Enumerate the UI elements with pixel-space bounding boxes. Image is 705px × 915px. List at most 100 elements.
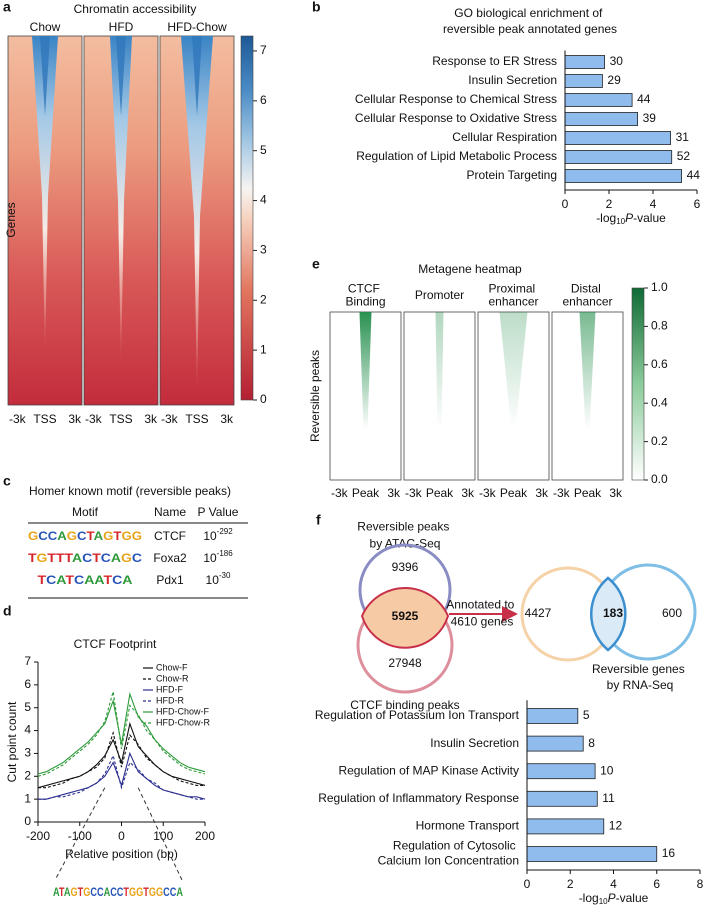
x-tick-label: 3k [387, 486, 401, 500]
signal-streak [359, 312, 372, 430]
accessibility-streak [110, 36, 132, 366]
x-tick-label: 100 [153, 829, 173, 843]
panel-letter: d [3, 603, 12, 619]
x-tick-label: 200 [195, 829, 215, 843]
category-label: Regulation of Lipid Metabolic Process [356, 149, 557, 163]
accessibility-core [116, 36, 126, 116]
legend-label: HFD-Chow-F [156, 706, 210, 716]
motif-name: Pdx1 [156, 573, 184, 587]
p-value: 10-292 [203, 527, 233, 543]
x-tick-label: -3k [9, 412, 27, 426]
colorbar-tick-label: 0.8 [651, 319, 668, 333]
motif-logo: TC ATC A ATC A [38, 573, 133, 587]
x-axis-label: -log10P-value [579, 891, 649, 906]
panel-letter: a [3, 0, 11, 15]
motif-name: Foxa2 [153, 551, 187, 565]
column-label: HFD-Chow [167, 20, 227, 34]
x-tick-label: 8 [697, 877, 704, 891]
category-label: Cellular Response to Oxidative Stress [355, 111, 557, 125]
colorbar-tick-label: 1 [260, 342, 267, 356]
x-tick-label: -3k [161, 412, 179, 426]
x-tick-label: -3k [331, 486, 349, 500]
count-label: 5 [583, 708, 590, 722]
arrow-label: Annotated to 4610 genes [446, 598, 517, 629]
venn-count: 600 [662, 606, 682, 620]
count-label: 8 [588, 736, 595, 750]
bar [526, 790, 598, 807]
colorbar-tick-label: 0.6 [651, 357, 668, 371]
x-tick-label: 6 [694, 197, 701, 211]
x-tick-label: 2 [567, 877, 574, 891]
x-tick-label: TSS [185, 412, 208, 426]
colorbar-tick-label: 5 [260, 143, 267, 157]
legend-label: HFD-F [156, 684, 183, 694]
bar [564, 150, 673, 164]
x-tick-label: 3k [609, 486, 623, 500]
colorbar [631, 287, 645, 481]
category-label: Cellular Respiration [452, 130, 557, 144]
x-axis-label: -log10P-value [596, 211, 666, 226]
panel-letter: b [312, 0, 321, 15]
y-axis-label: Cut point count [5, 701, 19, 782]
series-line [38, 730, 205, 789]
count-label: 44 [687, 168, 701, 182]
colorbar-tick-label: 2 [260, 292, 267, 306]
y-tick-label: 2 [24, 768, 31, 782]
x-tick-label: 0 [118, 829, 125, 843]
colorbar-tick-label: 7 [260, 43, 267, 57]
series-line [37, 721, 206, 789]
column-label: Promoter [415, 288, 464, 302]
category-label: Insulin Secretion [468, 73, 557, 87]
text-part: 10 [599, 897, 608, 906]
x-tick-label: 3k [220, 412, 234, 426]
panel-letter: f [316, 512, 321, 528]
series-line [37, 691, 206, 775]
p-value: 10-30 [206, 571, 231, 587]
text-part: 10 [203, 529, 217, 543]
series-line [37, 691, 206, 777]
x-tick-label: -3k [553, 486, 571, 500]
x-tick-label: -3k [479, 486, 497, 500]
x-tick-label: 0 [524, 877, 531, 891]
bar [564, 169, 682, 183]
venn-count: 27948 [388, 656, 422, 670]
x-tick-label: 3k [68, 412, 82, 426]
x-tick-label: -3k [85, 412, 103, 426]
heatmap-title: Chromatin accessibility [74, 2, 197, 16]
legend-label: Chow-F [156, 662, 188, 672]
venn-count: 5925 [392, 609, 419, 623]
colorbar-tick-label: 6 [260, 93, 267, 107]
count-label: 52 [677, 149, 691, 163]
count-label: 30 [610, 54, 624, 68]
category-label: Insulin Secretion [430, 736, 519, 750]
count-label: 12 [609, 819, 623, 833]
count-label: 39 [643, 111, 657, 125]
y-tick-label: 7 [24, 654, 31, 668]
x-tick-label: Peak [426, 486, 454, 500]
venn-overlap [590, 576, 627, 652]
venn-overlap [360, 586, 450, 649]
table-header: P Value [198, 505, 239, 519]
chart-title: CTCF Footprint [74, 637, 157, 651]
category-label: Response to ER Stress [432, 54, 557, 68]
signal-streak [579, 312, 596, 430]
x-tick-label: 4 [650, 197, 657, 211]
signal-streak [499, 312, 528, 430]
column-label: CTCF Binding [345, 282, 385, 309]
x-tick-label: -3k [405, 486, 423, 500]
legend-label: HFD-R [156, 695, 184, 705]
text-part: 10 [206, 573, 220, 587]
x-tick-label: 4 [610, 877, 617, 891]
venn-count: 4427 [525, 606, 552, 620]
x-tick-label: Peak [500, 486, 528, 500]
accessibility-core [192, 36, 202, 116]
count-label: 29 [607, 73, 621, 87]
venn-count: 183 [603, 606, 623, 620]
category-label: Regulation of MAP Kinase Activity [338, 763, 519, 777]
table-header: Name [154, 505, 186, 519]
x-tick-label: 0 [562, 197, 569, 211]
category-label: Regulation of Potassium Ion Transport [315, 708, 520, 722]
count-label: 31 [676, 130, 690, 144]
bar [526, 846, 658, 862]
column-label: HFD [109, 20, 134, 34]
